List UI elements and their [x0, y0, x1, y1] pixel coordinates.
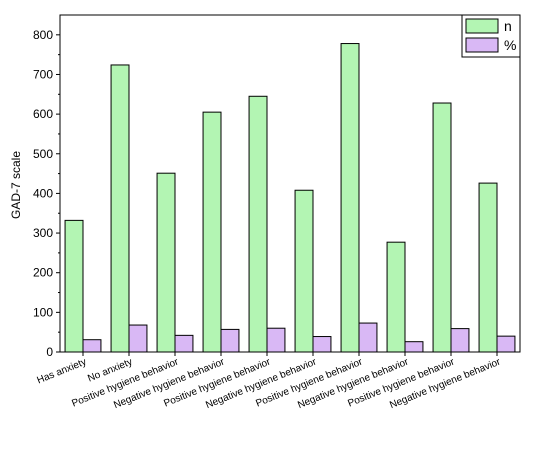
y-tick-label-2: 200: [33, 266, 53, 280]
bar-percent-4: [266, 327, 286, 353]
bar-n-4: [248, 95, 268, 353]
legend: n%: [461, 14, 521, 58]
x-tick-label-0: Has anxiety: [36, 357, 89, 387]
bar-n-8: [432, 102, 452, 353]
y-axis: 0 100 200 300 400 500 600 700 800: [33, 28, 60, 359]
y-tick-label-7: 700: [33, 67, 53, 81]
bar-n-5: [294, 189, 314, 353]
plot-frame: [59, 14, 521, 353]
bar-percent-1: [128, 324, 148, 353]
bar-percent-0: [82, 339, 102, 353]
legend-swatch-1: [465, 37, 499, 53]
y-axis-title: GAD-7 scale: [9, 151, 23, 219]
bar-n-3: [202, 111, 222, 353]
y-tick-label-3: 300: [33, 226, 53, 240]
bar-n-7: [386, 241, 406, 353]
bar-percent-7: [404, 341, 424, 353]
bar-n-1: [110, 64, 130, 353]
bar-n-2: [156, 172, 176, 353]
bar-percent-3: [220, 328, 240, 353]
bar-percent-8: [450, 328, 470, 353]
y-tick-label-5: 500: [33, 147, 53, 161]
legend-swatch-0: [465, 18, 499, 34]
bar-percent-2: [174, 334, 194, 353]
legend-label-0: n: [504, 18, 512, 34]
y-tick-label-8: 800: [33, 28, 53, 42]
bar-percent-9: [496, 335, 516, 353]
bar-percent-6: [358, 322, 378, 353]
legend-label-1: %: [504, 37, 516, 53]
y-tick-label-4: 400: [33, 186, 53, 200]
bar-percent-5: [312, 336, 332, 353]
y-tick-label-0: 0: [46, 345, 53, 359]
bars-layer: [64, 43, 516, 353]
y-tick-label-6: 600: [33, 107, 53, 121]
bar-n-9: [478, 182, 498, 353]
bar-n-0: [64, 219, 84, 353]
bar-n-6: [340, 43, 360, 353]
y-tick-label-1: 100: [33, 305, 53, 319]
